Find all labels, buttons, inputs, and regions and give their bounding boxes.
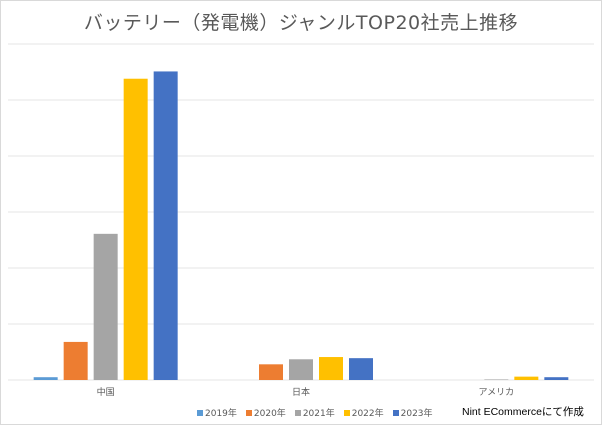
credit-annotation: Nint ECommerceにて作成 (462, 406, 584, 418)
legend-label: 2020年 (253, 409, 286, 419)
legend-swatch (245, 409, 252, 416)
chart-title: バッテリー（発電機）ジャンルTOP20社売上推移 (83, 12, 519, 34)
bar-2022年-日本 (319, 357, 343, 380)
bar-2022年-中国 (123, 78, 148, 380)
legend-swatch (197, 409, 203, 416)
legend-label: 2021年 (302, 409, 335, 419)
legend: 2019年 2020年 2021年 2022年 2023年 (197, 406, 433, 419)
bar-2021年-中国 (93, 233, 118, 380)
bar-2020年-日本 (259, 364, 283, 380)
legend-swatch (294, 409, 301, 416)
bar-2021年-日本 (289, 359, 313, 380)
bar-2022年-アメリカ (514, 376, 539, 380)
legend-item: 2022年 (343, 406, 384, 419)
bar-2023年-中国 (153, 71, 178, 380)
legend-swatch (343, 409, 350, 416)
bar-2023年-日本 (349, 358, 373, 380)
legend-label: 2019年 (205, 409, 237, 419)
bar-2019年-中国 (33, 377, 58, 380)
legend-item: 2019年 (197, 406, 237, 419)
bars (33, 71, 569, 380)
legend-item: 2023年 (392, 406, 433, 419)
category-label: アメリカ (479, 387, 515, 398)
bar-2020年-中国 (63, 341, 88, 380)
category-label: 中国 (97, 386, 115, 398)
legend-label: 2023年 (400, 409, 433, 419)
legend-label: 2022年 (351, 409, 384, 419)
category-label: 日本 (292, 386, 310, 398)
category-labels: 中国 日本 アメリカ (97, 386, 514, 398)
legend-item: 2021年 (294, 406, 335, 419)
bar-2021年-アメリカ (484, 379, 509, 380)
legend-swatch (392, 409, 399, 416)
bar-2023年-アメリカ (544, 377, 569, 380)
legend-item: 2020年 (245, 406, 286, 419)
